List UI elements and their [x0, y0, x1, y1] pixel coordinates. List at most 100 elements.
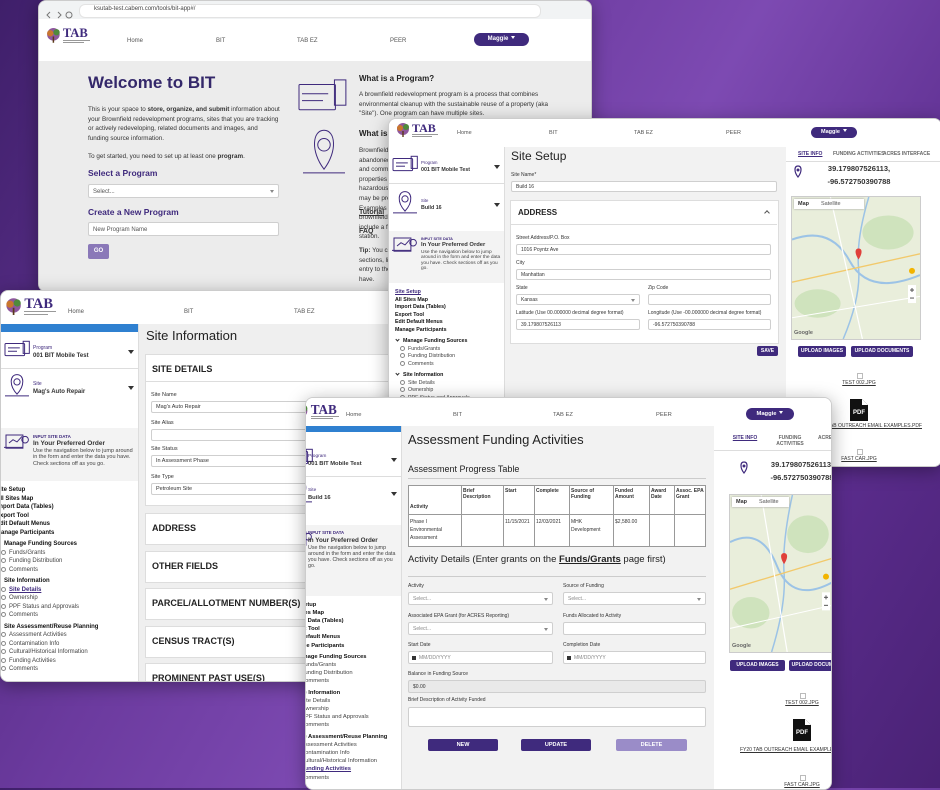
input[interactable] [151, 428, 321, 441]
menu-item[interactable]: Site Assessment/Reuse Planning [306, 734, 387, 741]
menu-item[interactable]: All Sites Map [305, 610, 325, 617]
select[interactable]: Kansas [516, 294, 640, 305]
user-menu[interactable]: Maggie [746, 408, 794, 420]
section-title[interactable]: PARCEL/ALLOTMENT NUMBER(S) [152, 598, 301, 608]
input[interactable]: MM/DD/YYYY [563, 651, 706, 664]
panel-tab[interactable]: ACRES INTERFACE [818, 435, 832, 441]
nav-link[interactable]: Home [457, 130, 472, 136]
input[interactable]: Manhattan [516, 269, 771, 280]
file-name[interactable]: FY20 TAB OUTREACH EMAIL EXAMPLES.PDF [740, 747, 831, 753]
menu-item[interactable]: Comments [306, 722, 329, 729]
menu-item[interactable]: Comments [1, 612, 38, 619]
menu-item[interactable]: Manage Participants [0, 529, 55, 536]
map-type[interactable]: Satellite [759, 499, 779, 505]
menu-item[interactable]: Funding Distribution [400, 353, 455, 359]
file-name[interactable]: FAST CAR.JPG [841, 456, 877, 462]
input[interactable]: Mag's Auto Repair [151, 400, 321, 413]
menu-item[interactable]: Site Setup [1, 487, 26, 493]
action-button[interactable]: UPDATE [521, 739, 591, 751]
program-input[interactable]: New Program Name [88, 222, 279, 236]
menu-item[interactable]: Export Tool [395, 311, 425, 318]
menu-item[interactable]: Manage Participants [306, 642, 345, 649]
menu-item[interactable]: Comments [306, 775, 329, 782]
nav-link[interactable]: TAB EZ [294, 309, 315, 315]
faq-link[interactable]: FAQ [359, 228, 374, 235]
panel-tab[interactable]: ACRES INTERFACE [883, 151, 931, 157]
menu-item[interactable]: Edit Default Menus [0, 521, 51, 527]
input[interactable] [648, 294, 771, 305]
nav-link[interactable]: TAB EZ [297, 38, 318, 44]
menu-item[interactable]: Cultural/Historical Information [306, 758, 377, 765]
panel-tab[interactable]: FUNDING ACTIVITIES [776, 435, 804, 447]
nav-link[interactable]: BIT [184, 309, 194, 315]
input[interactable]: 1016 Poyntz Ave [516, 244, 771, 255]
file-name[interactable]: FAST CAR.JPG [784, 782, 820, 788]
input[interactable] [563, 622, 706, 635]
menu-item[interactable]: Import Data (Tables) [0, 504, 54, 510]
menu-item[interactable]: Funds/Grants [306, 662, 336, 669]
upload-docs[interactable]: UPLOAD DOCUMENTS [851, 346, 913, 357]
menu-item[interactable]: Funds/Grants [400, 346, 440, 352]
user-menu[interactable]: Maggie [474, 33, 529, 46]
input[interactable]: MM/DD/YYYY [408, 651, 553, 664]
menu-item[interactable]: Funding Activities [306, 766, 351, 773]
action-button[interactable]: NEW [428, 739, 498, 751]
menu-item[interactable]: Funding Distribution [1, 558, 62, 565]
user-menu[interactable]: Maggie [811, 127, 857, 138]
menu-item[interactable]: Manage Funding Sources [1, 541, 77, 548]
upload-docs[interactable]: UPLOAD DOCUMENTS [789, 660, 831, 671]
input[interactable]: Petroleum Site [151, 482, 321, 495]
menu-item[interactable]: Site Information [1, 578, 50, 585]
menu-item[interactable]: Import Data (Tables) [395, 304, 446, 311]
menu-item[interactable]: Site Information [395, 372, 443, 378]
menu-item[interactable]: PPF Status and Approvals [306, 714, 369, 721]
select[interactable]: Select... [408, 592, 553, 605]
menu-item[interactable]: Ownership [400, 387, 433, 393]
menu-item[interactable]: Ownership [306, 706, 329, 713]
section-title[interactable]: OTHER FIELDS [152, 560, 219, 571]
file-name[interactable]: TEST 002.JPG [785, 700, 819, 706]
nav-link[interactable]: Home [346, 412, 362, 418]
input[interactable]: Build 16 [511, 181, 777, 192]
nav-link[interactable]: Home [127, 38, 144, 44]
nav-link[interactable]: BIT [549, 130, 558, 136]
map-type[interactable]: Map [736, 499, 747, 505]
menu-item[interactable]: Manage Funding Sources [395, 338, 467, 344]
menu-item[interactable]: Import Data (Tables) [306, 618, 344, 625]
program-select[interactable]: Select... [88, 184, 279, 198]
go-button[interactable]: GO [88, 244, 109, 259]
save-button[interactable]: SAVE [757, 346, 778, 356]
section-title[interactable]: PROMINENT PAST USE(S) [152, 673, 265, 682]
section-title[interactable]: ADDRESS [152, 523, 197, 533]
menu-item[interactable]: Contamination Info [1, 641, 59, 648]
action-button[interactable]: DELETE [616, 739, 687, 751]
nav-link[interactable]: PEER [390, 38, 407, 44]
select[interactable]: Select... [563, 592, 706, 605]
select[interactable]: Select... [408, 622, 553, 635]
tutorial-link[interactable]: Tutorial [359, 209, 385, 216]
menu-item[interactable]: Cultural/Historical Information [1, 649, 88, 656]
upload-images[interactable]: UPLOAD IMAGES [798, 346, 846, 357]
section-title[interactable]: CENSUS TRACT(S) [152, 635, 235, 646]
nav-link[interactable]: Home [68, 309, 85, 315]
panel-tab[interactable]: FUNDING ACTIVITIES [833, 151, 885, 157]
menu-item[interactable]: Assessment Activities [1, 632, 67, 639]
menu-item[interactable]: Comments [1, 567, 38, 574]
menu-item[interactable]: Funding Activities [1, 658, 56, 665]
input[interactable]: -96.572750390788 [648, 319, 771, 330]
menu-item[interactable]: Manage Funding Sources [306, 654, 367, 661]
menu-item[interactable]: Site Setup [306, 602, 317, 608]
menu-item[interactable]: Site Information [306, 690, 340, 697]
panel-tab[interactable]: SITE INFO [732, 435, 758, 441]
nav-link[interactable]: BIT [453, 412, 463, 418]
map-type[interactable]: Satellite [821, 201, 841, 207]
menu-item[interactable]: Comments [1, 666, 38, 673]
menu-item[interactable]: Site Assessment/Reuse Planning [1, 624, 98, 631]
menu-item[interactable]: Contamination Info [306, 750, 350, 757]
upload-images[interactable]: UPLOAD IMAGES [730, 660, 785, 671]
input[interactable]: 39.179807526113 [516, 319, 640, 330]
nav-link[interactable]: PEER [726, 130, 741, 136]
menu-item[interactable]: Export Tool [306, 626, 320, 633]
menu-item[interactable]: PPF Status and Approvals [1, 604, 79, 611]
input[interactable]: In Assessment Phase [151, 454, 321, 467]
